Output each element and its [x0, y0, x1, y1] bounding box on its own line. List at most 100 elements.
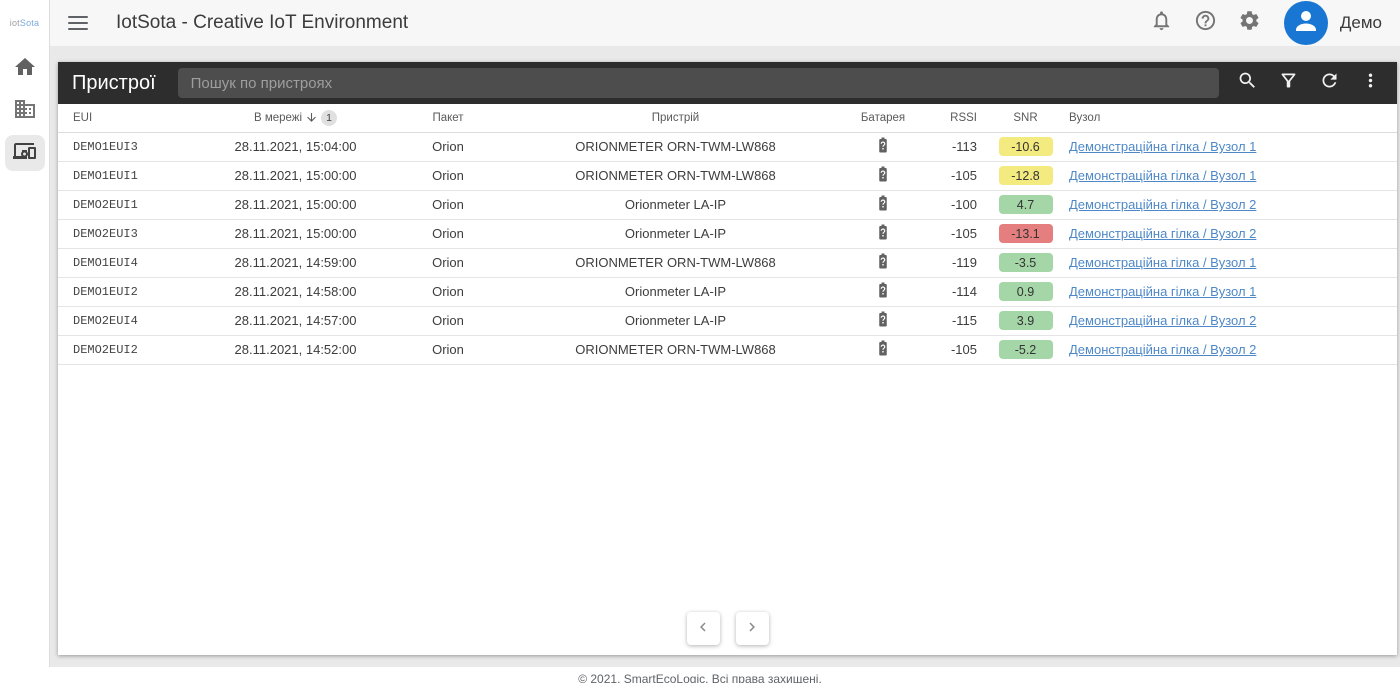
- table-row[interactable]: DEMO2EUI3 28.11.2021, 15:00:00 Orion Orionm…: [58, 219, 1397, 249]
- cell-eui: DEMO2EUI2: [58, 335, 223, 365]
- cell-packet: Orion: [368, 335, 528, 365]
- node-link[interactable]: Демонстраційна гілка / Вузол 2: [1069, 342, 1257, 357]
- help-icon: [1194, 9, 1217, 37]
- next-page-button[interactable]: [735, 612, 769, 645]
- app-logo[interactable]: iot Sota: [10, 0, 39, 45]
- prev-page-button[interactable]: [686, 612, 720, 645]
- table-row[interactable]: DEMO1EUI3 28.11.2021, 15:04:00 Orion ORIONM…: [58, 132, 1397, 162]
- cell-node: Демонстраційна гілка / Вузол 1: [1058, 248, 1397, 278]
- cell-last-seen: 28.11.2021, 15:04:00: [223, 132, 368, 162]
- cell-last-seen: 28.11.2021, 14:58:00: [223, 277, 368, 307]
- table-row[interactable]: DEMO1EUI2 28.11.2021, 14:58:00 Orion Orionm…: [58, 277, 1397, 307]
- refresh-button[interactable]: [1316, 70, 1342, 96]
- cell-device: Orionmeter LA-IP: [528, 219, 823, 249]
- table-row[interactable]: DEMO1EUI4 28.11.2021, 14:59:00 Orion ORIONM…: [58, 248, 1397, 278]
- cell-battery: [823, 219, 943, 249]
- cell-snr: -12.8: [993, 161, 1058, 191]
- column-header-device[interactable]: Пристрій: [528, 104, 823, 133]
- cell-eui: DEMO1EUI3: [58, 132, 223, 162]
- cell-snr: -13.1: [993, 219, 1058, 249]
- battery-unknown-icon: [874, 282, 892, 302]
- more-options-button[interactable]: [1357, 70, 1383, 96]
- node-link[interactable]: Демонстраційна гілка / Вузол 1: [1069, 284, 1257, 299]
- column-header-eui[interactable]: EUI: [58, 104, 223, 133]
- table-row[interactable]: DEMO2EUI1 28.11.2021, 15:00:00 Orion Orionm…: [58, 190, 1397, 220]
- column-header-packet[interactable]: Пакет: [368, 104, 528, 133]
- cell-eui: DEMO1EUI1: [58, 161, 223, 191]
- cell-battery: [823, 161, 943, 191]
- menu-toggle-button[interactable]: [68, 11, 92, 35]
- snr-badge: 3.9: [998, 311, 1053, 330]
- snr-badge: -10.6: [998, 137, 1053, 156]
- cell-packet: Orion: [368, 132, 528, 162]
- cell-last-seen: 28.11.2021, 15:00:00: [223, 161, 368, 191]
- content-area: Пристрої: [50, 46, 1400, 667]
- snr-badge: 4.7: [998, 195, 1053, 214]
- cell-device: ORIONMETER ORN-TWM-LW868: [528, 248, 823, 278]
- user-name-label: Демо: [1339, 13, 1382, 32]
- table-row[interactable]: DEMO2EUI2 28.11.2021, 14:52:00 Orion ORIONM…: [58, 335, 1397, 365]
- cell-last-seen: 28.11.2021, 15:00:00: [223, 190, 368, 220]
- settings-button[interactable]: [1238, 11, 1262, 35]
- column-header-network[interactable]: В мережі 1: [223, 104, 368, 133]
- battery-unknown-icon: [874, 311, 892, 331]
- search-input[interactable]: [177, 68, 1219, 98]
- cell-rssi: -119: [943, 248, 993, 278]
- cell-rssi: -113: [943, 132, 993, 162]
- node-link[interactable]: Демонстраційна гілка / Вузол 1: [1069, 168, 1257, 183]
- cell-packet: Orion: [368, 248, 528, 278]
- node-link[interactable]: Демонстраційна гілка / Вузол 1: [1069, 139, 1257, 154]
- top-header: IotSota - Creative IoT Environment Демо: [50, 0, 1400, 46]
- search-button[interactable]: [1234, 70, 1260, 96]
- device-table-body: DEMO1EUI3 28.11.2021, 15:04:00 Orion ORIONM…: [58, 132, 1397, 365]
- home-icon: [13, 55, 37, 84]
- column-header-snr[interactable]: SNR: [993, 104, 1058, 133]
- cell-rssi: -100: [943, 190, 993, 220]
- building-icon: [13, 97, 37, 126]
- devices-icon: [12, 139, 37, 168]
- kebab-menu-icon: [1360, 70, 1381, 96]
- sidebar-item-devices[interactable]: [4, 135, 45, 171]
- refresh-icon: [1319, 70, 1340, 96]
- panel-title: Пристрої: [72, 71, 156, 94]
- table-header-row: EUI В мережі 1 Пакет Пристрій Батарея RS…: [58, 104, 1397, 133]
- user-avatar[interactable]: [1283, 1, 1328, 45]
- logo-text-suffix: Sota: [19, 17, 40, 28]
- person-icon: [1291, 6, 1321, 41]
- cell-packet: Orion: [368, 161, 528, 191]
- page-footer: © 2021, SmartEcoLogic. Всі права захищен…: [0, 667, 1400, 683]
- snr-badge: 0.9: [998, 282, 1053, 301]
- help-button[interactable]: [1194, 9, 1218, 37]
- cell-packet: Orion: [368, 306, 528, 336]
- notifications-button[interactable]: [1150, 11, 1174, 35]
- cell-battery: [823, 277, 943, 307]
- sidebar-item-home[interactable]: [5, 51, 45, 87]
- column-header-battery[interactable]: Батарея: [823, 104, 943, 133]
- filter-button[interactable]: [1275, 70, 1301, 96]
- cell-last-seen: 28.11.2021, 14:52:00: [223, 335, 368, 365]
- node-link[interactable]: Демонстраційна гілка / Вузол 2: [1069, 226, 1257, 241]
- table-row[interactable]: DEMO1EUI1 28.11.2021, 15:00:00 Orion ORIONM…: [58, 161, 1397, 191]
- cell-device: ORIONMETER ORN-TWM-LW868: [528, 132, 823, 162]
- cell-snr: 0.9: [993, 277, 1058, 307]
- table-row[interactable]: DEMO2EUI4 28.11.2021, 14:57:00 Orion Orionm…: [58, 306, 1397, 336]
- copyright-text: © 2021, SmartEcoLogic. Всі права захищен…: [578, 672, 822, 683]
- column-header-rssi[interactable]: RSSI: [943, 104, 993, 133]
- cell-node: Демонстраційна гілка / Вузол 2: [1058, 190, 1397, 220]
- sidebar-item-organizations[interactable]: [5, 93, 45, 129]
- cell-device: Orionmeter LA-IP: [528, 306, 823, 336]
- sort-order-badge: 1: [321, 109, 338, 126]
- cell-last-seen: 28.11.2021, 14:59:00: [223, 248, 368, 278]
- cell-rssi: -105: [943, 219, 993, 249]
- gear-icon: [1238, 9, 1261, 37]
- node-link[interactable]: Демонстраційна гілка / Вузол 1: [1069, 255, 1257, 270]
- devices-panel: Пристрої: [58, 62, 1397, 655]
- chevron-right-icon: [743, 618, 761, 639]
- cell-eui: DEMO1EUI4: [58, 248, 223, 278]
- column-header-node[interactable]: Вузол: [1058, 104, 1397, 133]
- cell-battery: [823, 248, 943, 278]
- cell-rssi: -105: [943, 335, 993, 365]
- node-link[interactable]: Демонстраційна гілка / Вузол 2: [1069, 197, 1257, 212]
- node-link[interactable]: Демонстраційна гілка / Вузол 2: [1069, 313, 1257, 328]
- cell-snr: 3.9: [993, 306, 1058, 336]
